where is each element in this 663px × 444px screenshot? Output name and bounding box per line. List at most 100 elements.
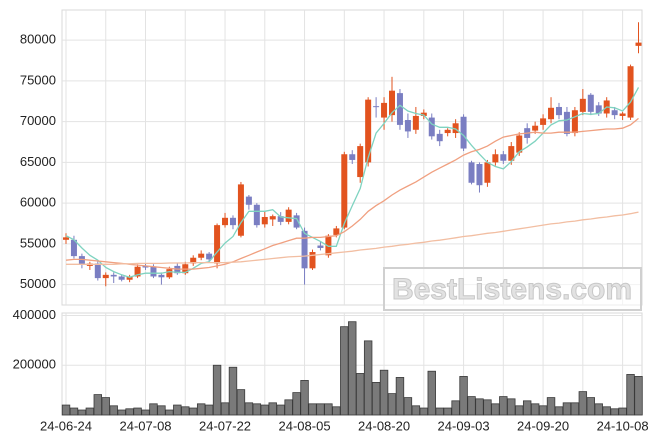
- price-panel: [61, 9, 643, 306]
- candle-body: [126, 276, 133, 280]
- candle-body: [150, 266, 157, 277]
- volume-bar: [85, 407, 95, 416]
- candle-body: [158, 274, 165, 278]
- volume-bar: [181, 406, 190, 416]
- volume-bar: [300, 380, 309, 416]
- candle-body: [214, 225, 221, 264]
- volume-bar: [228, 366, 238, 416]
- candle-body: [301, 230, 308, 269]
- volume-bar: [236, 389, 246, 416]
- candle-body: [285, 209, 292, 222]
- volume-bar: [125, 408, 134, 416]
- volume-bar: [594, 403, 603, 416]
- volume-bar: [157, 405, 166, 416]
- moving-average-line: [66, 211, 639, 265]
- candle-body: [325, 235, 332, 256]
- x-tick-label: 24-10-08: [597, 418, 649, 433]
- volume-bar: [586, 397, 595, 416]
- volume-bar: [93, 394, 103, 416]
- volume-bar: [483, 399, 492, 416]
- moving-average-line: [65, 117, 639, 270]
- volume-bar: [387, 393, 397, 416]
- candle-body: [389, 90, 396, 116]
- candle-body: [102, 274, 109, 279]
- candle-body: [619, 113, 626, 116]
- candle-body: [166, 269, 173, 278]
- candle-body: [237, 184, 244, 236]
- candle-body: [190, 257, 197, 264]
- volume-bar: [578, 391, 588, 416]
- volume-bar: [244, 402, 254, 416]
- volume-bar: [395, 377, 405, 416]
- volume-bar: [284, 399, 293, 416]
- candle-body: [428, 117, 435, 137]
- x-tick-label: 24-07-22: [199, 418, 251, 433]
- volume-bar: [546, 397, 556, 416]
- candle-body: [206, 253, 213, 260]
- volume-bar: [348, 321, 357, 416]
- volume-bar: [530, 403, 540, 416]
- volume-bar: [522, 400, 532, 416]
- candle-body: [261, 216, 268, 225]
- volume-bar: [491, 403, 500, 416]
- candle-body: [548, 107, 555, 120]
- volume-bar: [340, 326, 349, 416]
- candle-body: [333, 228, 340, 235]
- x-tick-label: 24-07-08: [119, 418, 171, 433]
- candle-body: [476, 164, 483, 186]
- volume-bar: [220, 402, 230, 416]
- candle-body: [94, 263, 101, 279]
- volume-bar: [268, 402, 277, 416]
- y-tick-label: 65000: [20, 154, 56, 169]
- candle-body: [349, 154, 356, 160]
- volume-bar: [69, 407, 79, 416]
- volume-bar: [212, 364, 222, 416]
- candle-body: [492, 154, 499, 163]
- volume-bar: [189, 407, 198, 416]
- candle-body: [341, 154, 348, 228]
- candle-body: [198, 253, 205, 258]
- candle-body: [134, 266, 141, 277]
- volume-bar: [260, 404, 269, 416]
- volume-bar: [570, 402, 580, 416]
- candle-body: [563, 111, 570, 134]
- volume-bar: [443, 407, 452, 416]
- volume-bar: [435, 407, 444, 416]
- volume-bar: [634, 376, 643, 416]
- candle-body: [373, 106, 380, 108]
- candle-body: [70, 239, 77, 257]
- candle-body: [611, 110, 618, 116]
- candle-body: [587, 94, 594, 112]
- volume-bar: [308, 403, 317, 416]
- candle-body: [381, 102, 388, 118]
- candle-body: [595, 105, 602, 114]
- y-tick-label: 70000: [20, 113, 56, 128]
- candle-body: [118, 276, 125, 280]
- candle-body: [309, 252, 316, 269]
- volume-bar: [276, 404, 285, 416]
- candle-body: [532, 125, 539, 131]
- candle-body: [516, 135, 523, 153]
- volume-bar: [538, 405, 548, 416]
- y-tick-label: 55000: [20, 235, 56, 250]
- y-tick-label: 400000: [13, 307, 56, 322]
- volume-bar: [602, 406, 611, 416]
- volume-bar: [292, 392, 301, 416]
- candle-body: [110, 274, 117, 277]
- candle-body: [420, 112, 427, 116]
- watermark-box: [383, 267, 642, 311]
- volume-bar: [403, 397, 413, 416]
- candle-body: [627, 66, 634, 118]
- candle-body: [579, 98, 586, 112]
- candle-body: [571, 110, 578, 134]
- volume-bar: [141, 409, 150, 416]
- volume-bar: [109, 405, 118, 416]
- volume-bar: [379, 369, 389, 416]
- volume-bar: [117, 409, 126, 416]
- y-tick-label: 200000: [13, 357, 56, 372]
- volume-bar: [427, 370, 436, 416]
- candle-body: [508, 146, 515, 161]
- volume-bar: [133, 407, 142, 416]
- volume-bar: [196, 403, 206, 416]
